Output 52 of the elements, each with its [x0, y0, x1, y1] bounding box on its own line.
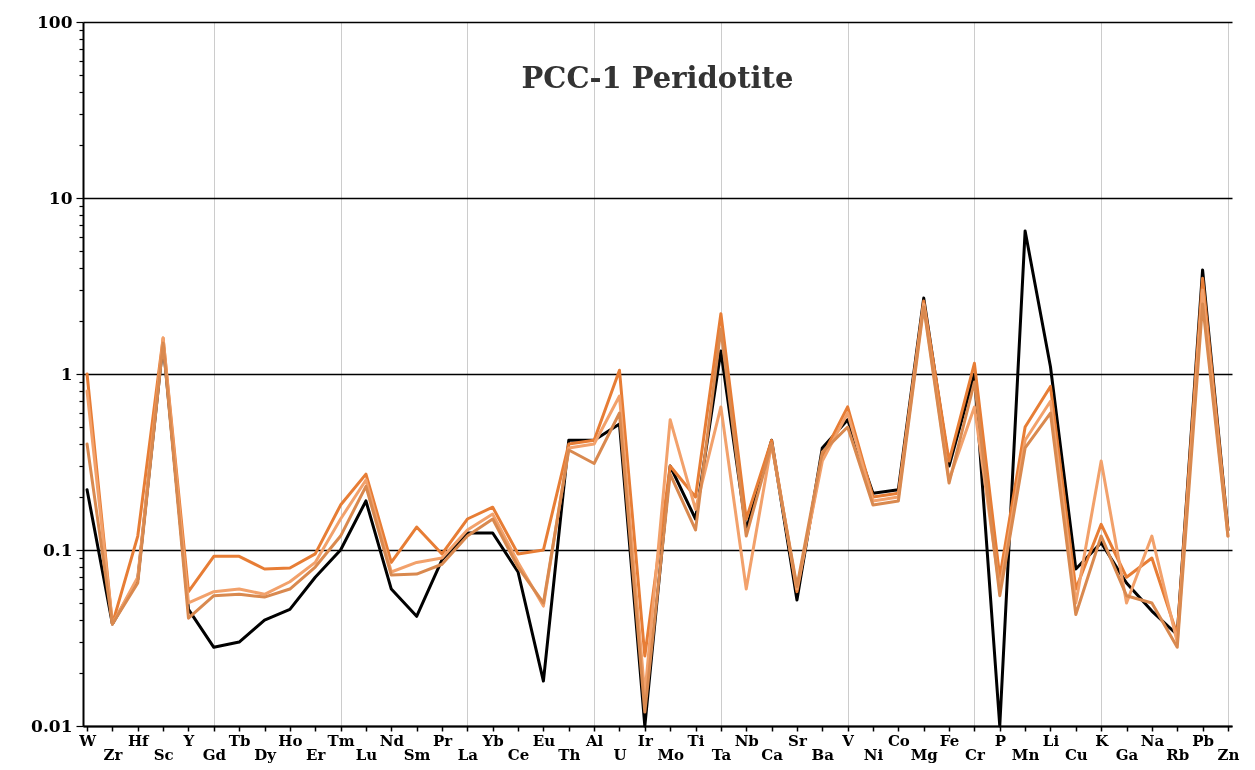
text: PCC-1 Peridotite — [521, 61, 794, 95]
x-tick-label: Ni — [863, 745, 884, 764]
x-tick-label: Ga — [1115, 745, 1139, 764]
x-tick-label: Pr — [432, 731, 454, 750]
x-tick-label: Mg — [910, 745, 939, 764]
x-tick-label: Fe — [939, 731, 960, 750]
x-tick-label: Li — [1042, 731, 1060, 750]
x-tick-label: Al — [584, 731, 604, 750]
x-tick-label: Nd — [379, 731, 405, 750]
x-tick-label: Cr — [964, 745, 986, 764]
x-tick-label: Ca — [761, 745, 784, 764]
x-tick-label: Tb — [228, 731, 251, 750]
x-tick-label: Ce — [507, 745, 530, 764]
x-tick-label: Er — [306, 745, 327, 764]
y-tick-label: 0.01 — [31, 715, 73, 736]
x-tick-label: Tm — [327, 731, 355, 750]
y-tick-label: 1 — [60, 363, 73, 384]
x-tick-label: Mn — [1011, 745, 1040, 764]
x-tick-label: P — [994, 731, 1006, 750]
x-tick-label: Ti — [687, 731, 705, 750]
x-tick-label: U — [613, 745, 627, 764]
x-tick-label: K — [1095, 731, 1110, 750]
x-tick-label: Th — [558, 745, 581, 764]
x-tick-label: Na — [1140, 731, 1165, 750]
x-tick-label: Y — [182, 731, 195, 750]
x-tick-label: W — [78, 731, 98, 750]
x-tick-label: Ba — [811, 745, 835, 764]
x-tick-label: Cu — [1064, 745, 1088, 764]
x-tick-label: Sc — [153, 745, 174, 764]
x-tick-label: Gd — [202, 745, 227, 764]
x-tick-label: Mo — [657, 745, 684, 764]
y-tick-label: 0.1 — [42, 539, 73, 560]
x-tick-label: Ta — [711, 745, 732, 764]
x-tick-label: La — [457, 745, 479, 764]
x-tick-label: Pb — [1192, 731, 1214, 750]
x-tick-label: Co — [887, 731, 910, 750]
x-tick-label: Ho — [278, 731, 303, 750]
x-tick-label: Sm — [403, 745, 431, 764]
x-tick-label: Zr — [103, 745, 124, 764]
y-tick-label: 10 — [48, 187, 73, 208]
y-tick-label: 100 — [37, 11, 73, 32]
x-tick-label: Lu — [355, 745, 378, 764]
x-tick-label: Eu — [532, 731, 556, 750]
x-tick-label: Rb — [1166, 745, 1190, 764]
x-tick-label: Hf — [127, 731, 151, 750]
x-tick-label: V — [841, 731, 855, 750]
x-tick-label: Zn — [1217, 745, 1240, 764]
x-tick-label: Sr — [788, 731, 808, 750]
x-tick-label: Yb — [481, 731, 504, 750]
x-tick-label: Dy — [254, 745, 278, 764]
x-tick-label: Nb — [734, 731, 759, 750]
x-tick-label: Ir — [637, 731, 654, 750]
